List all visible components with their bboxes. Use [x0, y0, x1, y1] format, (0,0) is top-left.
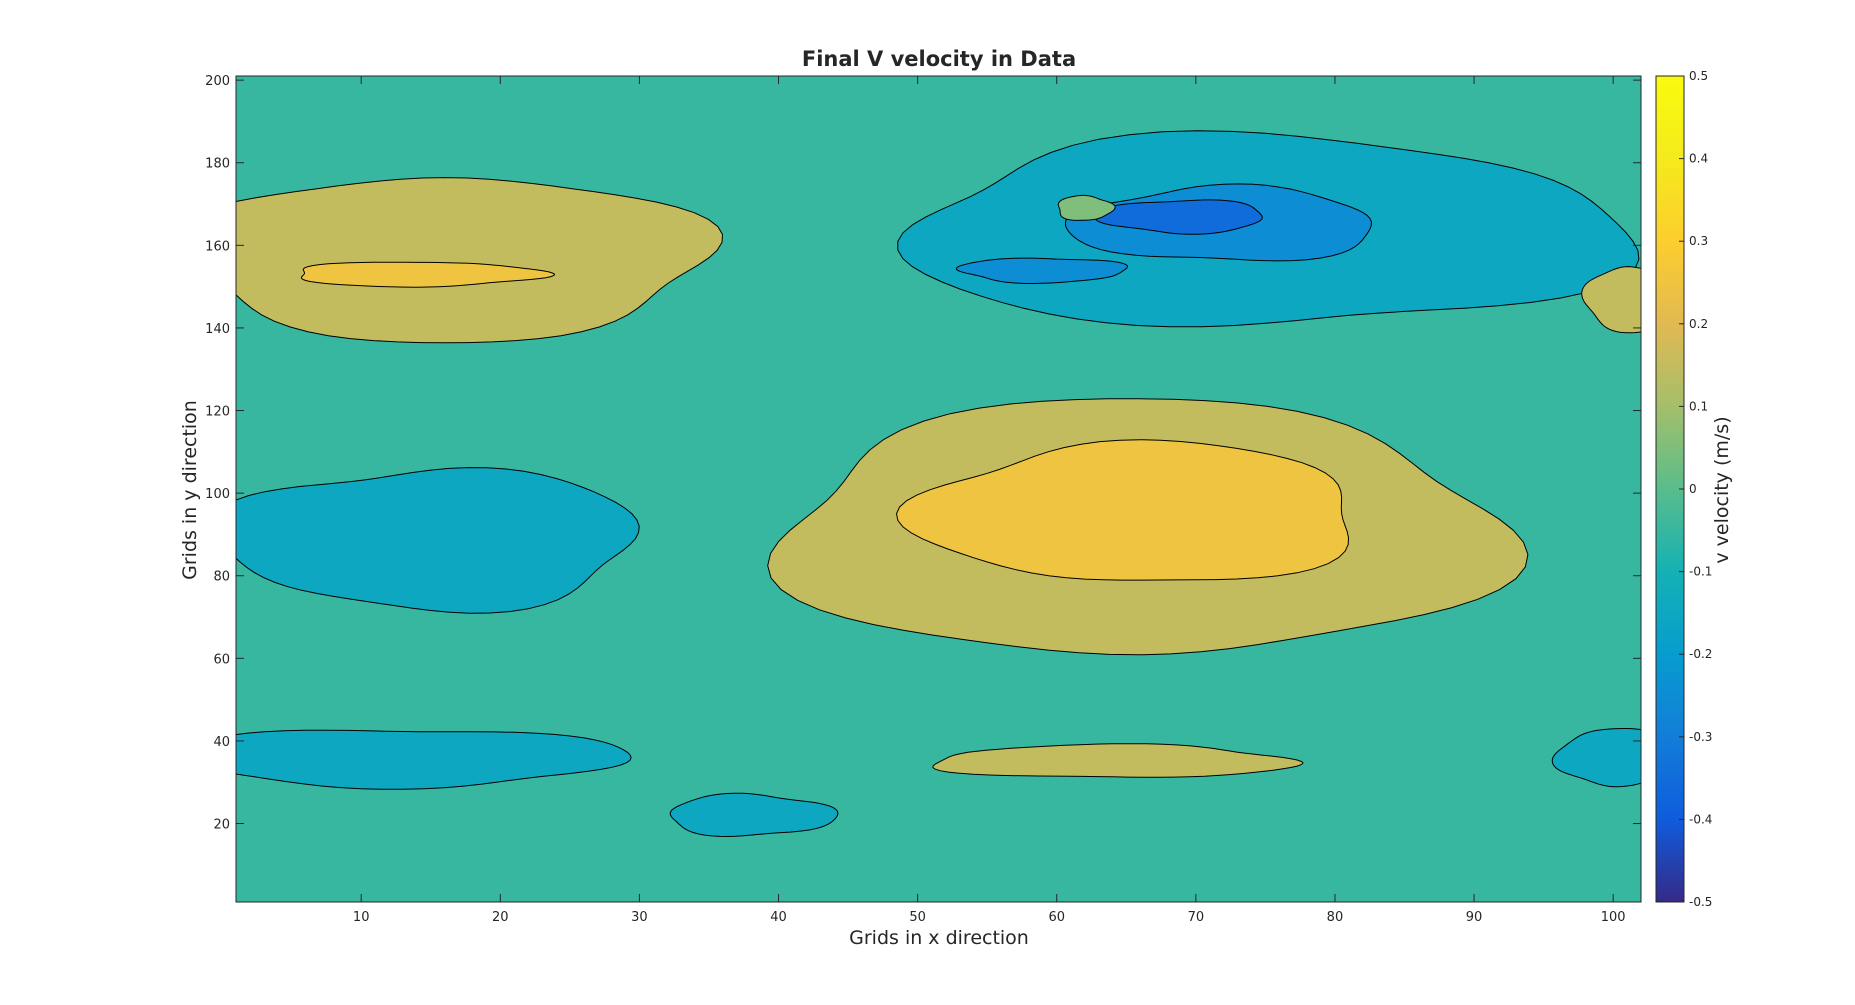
contour-region-right-edge-high: [1581, 266, 1641, 334]
contour-region-center-high-core: [895, 439, 1350, 581]
y-axis: 20 40 60 80 100 120 140 160 180 200: [205, 74, 1641, 833]
contour-region-left-upper-high: [236, 177, 724, 344]
colorbar-gradient: [1655, 75, 1685, 903]
colorbar-tick-label: -0.2: [1689, 647, 1712, 661]
y-tick-label: 60: [213, 652, 230, 667]
chart-title: Final V velocity in Data: [802, 47, 1076, 71]
colorbar: -0.5 -0.4 -0.3 -0.2 -0.1 0 0.1 0.2 0.3 0.4 0.5: [1655, 69, 1712, 909]
colorbar-tick-label: 0: [1689, 482, 1697, 496]
x-tick-label: 10: [353, 910, 370, 925]
x-tick-label: 80: [1327, 910, 1344, 925]
x-tick-label: 100: [1601, 910, 1626, 925]
x-tick-label: 40: [770, 910, 787, 925]
colorbar-tick-label: 0.1: [1689, 399, 1708, 413]
y-tick-label: 80: [213, 570, 230, 585]
x-tick-label: 30: [631, 910, 648, 925]
y-tick-label: 140: [205, 322, 230, 337]
y-tick-label: 180: [205, 157, 230, 172]
colorbar-tick-label: -0.5: [1689, 895, 1712, 909]
colorbar-tick-label: -0.4: [1689, 812, 1712, 826]
y-tick-label: 200: [205, 74, 230, 89]
contour-region-upper-right-small-low: [955, 257, 1129, 284]
contour-region-upper-right-small-high: [1057, 194, 1116, 221]
x-axis-label: Grids in x direction: [849, 927, 1029, 949]
y-tick-label: 100: [205, 487, 230, 502]
colorbar-tick-label: 0.5: [1689, 69, 1708, 83]
x-tick-label: 20: [492, 910, 509, 925]
y-tick-label: 160: [205, 239, 230, 254]
x-tick-label: 60: [1048, 910, 1065, 925]
colorbar-tick-label: 0.2: [1689, 317, 1708, 331]
x-axis: 10 20 30 40 50 60 70 80 90 100: [353, 76, 1626, 925]
x-tick-label: 70: [1188, 910, 1205, 925]
x-tick-label: 50: [909, 910, 926, 925]
x-tick-label: 90: [1466, 910, 1483, 925]
contour-region-bottom-left-low: [236, 729, 632, 790]
contour-region-bottom-mid-low: [669, 792, 839, 838]
y-axis-label: Grids in y direction: [179, 400, 201, 580]
colorbar-tick-label: 0.4: [1689, 152, 1708, 166]
colorbar-tick-label: -0.1: [1689, 565, 1712, 579]
contour-region-bottom-right-high: [932, 743, 1304, 778]
plot-area: [235, 75, 1642, 903]
plot-frame: [235, 75, 1642, 903]
contour-region-left-low: [236, 467, 640, 614]
contour-region-right-edge-low: [1551, 728, 1641, 788]
y-tick-label: 20: [213, 818, 230, 833]
y-tick-label: 40: [213, 735, 230, 750]
colorbar-tick-label: 0.3: [1689, 234, 1708, 248]
colorbar-tick-label: -0.3: [1689, 730, 1712, 744]
y-tick-label: 120: [205, 405, 230, 420]
colorbar-label: v velocity (m/s): [1711, 416, 1733, 563]
contour-region-left-upper-peak: [300, 261, 556, 288]
